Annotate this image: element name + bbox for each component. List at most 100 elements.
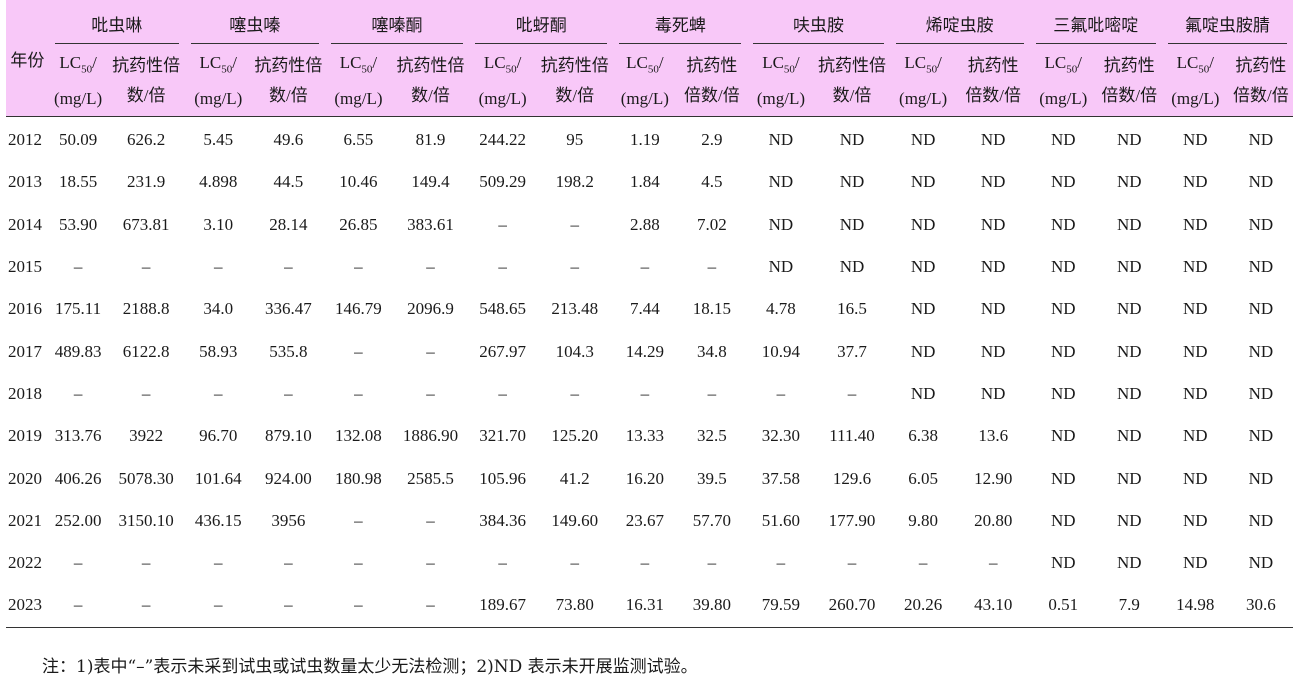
value-cell: ND <box>1248 341 1274 361</box>
value-cell: ND <box>910 299 936 319</box>
value-cell: ND <box>1248 426 1274 446</box>
table-row: 2019 313.76 3922 96.70 879.10 132.08 1886.90 32… <box>6 415 1293 457</box>
value-cell: 49.6 <box>251 116 325 162</box>
table-row: 2015 – – – – – – – – – – ND ND ND ND ND ND ND ND <box>6 246 1293 288</box>
year-cell: 2017 <box>8 341 42 361</box>
value-cell: 5078.30 <box>118 468 174 488</box>
value-cell: 3922 <box>129 426 164 446</box>
value-cell: ND <box>980 299 1006 319</box>
value-cell: 149.4 <box>411 172 450 192</box>
value-cell: ND <box>910 341 936 361</box>
value-cell: – <box>354 383 363 403</box>
value-cell: 0.51 <box>1029 584 1097 628</box>
value-cell: – <box>284 383 293 403</box>
value-cell: ND <box>1248 510 1274 530</box>
value-cell: 79.59 <box>747 584 815 628</box>
value-cell: 673.81 <box>122 214 170 234</box>
value-cell: – <box>847 383 857 403</box>
value-cell: 26.85 <box>339 214 378 234</box>
value-cell: 2096.9 <box>407 299 454 319</box>
table-row: 2022 – – – – – – – – – – – – – – ND ND ND ND <box>6 542 1293 584</box>
value-cell: ND <box>814 116 890 162</box>
value-cell: ND <box>1050 172 1076 192</box>
value-cell: 383.61 <box>407 214 454 234</box>
value-cell: – <box>570 383 580 403</box>
value-cell: – <box>570 257 580 277</box>
value-cell: – <box>73 257 83 277</box>
value-cell: ND <box>1248 257 1274 277</box>
value-cell: 436.15 <box>194 510 242 530</box>
value-cell: 177.90 <box>828 510 876 530</box>
value-cell: ND <box>1117 299 1142 319</box>
value-cell: 406.26 <box>54 468 102 488</box>
value-cell: 111.40 <box>829 426 875 446</box>
value-cell: 4.5 <box>701 172 723 192</box>
value-cell: – <box>988 553 998 573</box>
subheader-text: 抗药性倍数/倍 <box>683 56 740 105</box>
value-cell: ND <box>1050 426 1076 446</box>
value-cell: ND <box>910 383 936 403</box>
value-cell: 4.898 <box>199 172 238 192</box>
value-cell: – <box>73 553 83 573</box>
value-cell: ND <box>956 116 1030 162</box>
value-cell: 13.6 <box>978 426 1009 446</box>
value-cell: 34.8 <box>696 341 727 361</box>
year-cell: 2019 <box>8 426 42 446</box>
value-cell: – <box>498 383 507 403</box>
value-cell: – <box>184 584 252 628</box>
year-cell: 2013 <box>8 172 42 192</box>
value-cell: – <box>284 553 293 573</box>
value-cell: – <box>251 584 325 628</box>
value-cell: 489.83 <box>54 341 102 361</box>
value-cell: 879.10 <box>264 426 312 446</box>
value-cell: 6.38 <box>908 426 938 446</box>
lc50-header: LC50/(mg/L) <box>1161 46 1229 117</box>
value-cell: ND <box>1050 468 1076 488</box>
value-cell: ND <box>1050 341 1076 361</box>
value-cell: 175.11 <box>55 299 102 319</box>
insecticide-name: 三氟吡嘧啶 <box>1035 3 1156 44</box>
value-cell: – <box>498 214 507 234</box>
value-cell: 14.29 <box>625 341 664 361</box>
year-cell: 2015 <box>8 257 42 277</box>
value-cell: 3150.10 <box>118 510 174 530</box>
value-cell: 321.70 <box>479 426 527 446</box>
value-cell: ND <box>768 257 794 277</box>
insecticide-name: 呋虫胺 <box>753 3 884 44</box>
value-cell: 30.6 <box>1228 584 1293 628</box>
value-cell: 23.67 <box>625 510 664 530</box>
value-cell: 44.5 <box>273 172 304 192</box>
value-cell: ND <box>839 257 865 277</box>
value-cell: – <box>776 383 786 403</box>
value-cell: – <box>707 553 717 573</box>
value-cell: ND <box>768 172 794 192</box>
resistance-ratio-header: 抗药性倍数/倍 <box>1228 46 1293 117</box>
value-cell: 189.67 <box>469 584 537 628</box>
insecticide-header: 吡蚜酮 <box>469 0 614 46</box>
value-cell: ND <box>1050 214 1076 234</box>
value-cell: – <box>776 553 786 573</box>
value-cell: 7.02 <box>696 214 727 234</box>
value-cell: 18.55 <box>58 172 98 192</box>
value-cell: 16.20 <box>625 468 664 488</box>
value-cell: ND <box>1183 426 1208 446</box>
value-cell: ND <box>1248 172 1274 192</box>
value-cell: ND <box>1117 510 1142 530</box>
value-cell: 13.33 <box>625 426 664 446</box>
value-cell: 12.90 <box>974 468 1013 488</box>
insecticide-name: 烯啶虫胺 <box>895 3 1024 44</box>
value-cell: 3.10 <box>203 214 234 234</box>
value-cell: 73.80 <box>536 584 614 628</box>
subheader-text: 抗药性倍数/倍 <box>1101 56 1158 105</box>
value-cell: ND <box>768 214 794 234</box>
value-cell: ND <box>1248 553 1274 573</box>
value-cell: 6122.8 <box>122 341 170 361</box>
value-cell: 9.80 <box>908 510 938 530</box>
lc50-header: LC50/(mg/L) <box>613 46 677 117</box>
year-header: 年份 <box>6 0 49 117</box>
lc50-header: LC50/(mg/L) <box>747 46 815 117</box>
value-cell: 10.46 <box>339 172 378 192</box>
value-cell: – <box>426 383 435 403</box>
subheader-text: 抗药性倍数/倍 <box>1233 56 1289 105</box>
value-cell: – <box>214 257 223 277</box>
